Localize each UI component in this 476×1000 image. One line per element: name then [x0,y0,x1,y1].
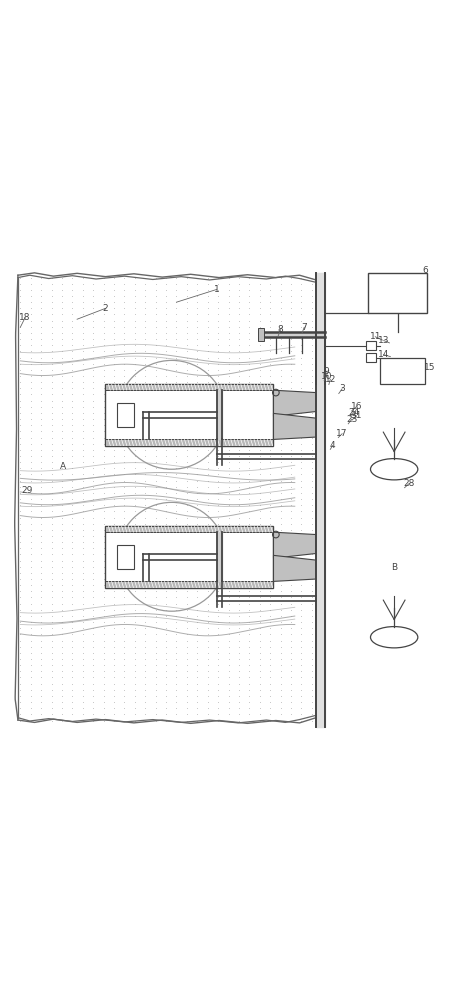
Bar [106,384,274,390]
Bar [366,341,376,350]
Polygon shape [274,390,316,416]
Text: 14: 14 [378,350,389,359]
Text: 23: 23 [346,415,357,424]
Bar [106,526,274,532]
Text: 16: 16 [350,402,362,411]
Bar [366,353,376,362]
Text: 17: 17 [337,429,348,438]
Bar [368,273,427,313]
Polygon shape [274,413,316,439]
Text: 29: 29 [22,486,33,495]
Text: 24: 24 [348,408,359,417]
Bar [117,403,134,427]
Text: 3: 3 [339,384,345,393]
Bar [258,328,264,341]
Text: 6: 6 [422,266,428,275]
Bar [106,581,274,588]
Text: 13: 13 [378,336,389,345]
Polygon shape [274,532,316,558]
Text: 4: 4 [330,441,336,450]
Bar [106,439,274,446]
Ellipse shape [370,459,418,480]
Text: 18: 18 [20,313,31,322]
Text: 15: 15 [424,363,436,372]
Bar [117,545,134,569]
Text: 2: 2 [103,304,109,313]
Text: 12: 12 [325,375,336,384]
Text: 1: 1 [214,285,219,294]
Ellipse shape [370,627,418,648]
Text: A: A [60,462,66,471]
Bar [106,526,274,588]
Text: 28: 28 [404,479,415,488]
Polygon shape [274,555,316,581]
Text: 11: 11 [369,332,381,341]
Bar [380,358,425,384]
Text: 10: 10 [321,372,332,381]
Text: 8: 8 [278,325,284,334]
Text: B: B [391,563,397,572]
Text: 9: 9 [324,367,329,376]
Text: 31: 31 [350,411,362,420]
Bar [106,384,274,446]
Text: 7: 7 [301,323,307,332]
